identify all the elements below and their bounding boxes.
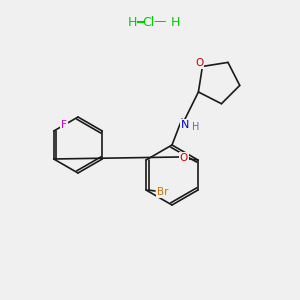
Text: H: H	[192, 122, 200, 132]
Text: Br: Br	[157, 187, 169, 197]
Text: F: F	[61, 120, 67, 130]
Text: N: N	[181, 120, 189, 130]
Text: O: O	[180, 153, 188, 163]
Text: H: H	[127, 16, 137, 28]
Text: —: —	[154, 16, 166, 28]
Text: Cl: Cl	[142, 16, 154, 28]
Text: H: H	[170, 16, 180, 28]
Text: O: O	[195, 58, 204, 68]
